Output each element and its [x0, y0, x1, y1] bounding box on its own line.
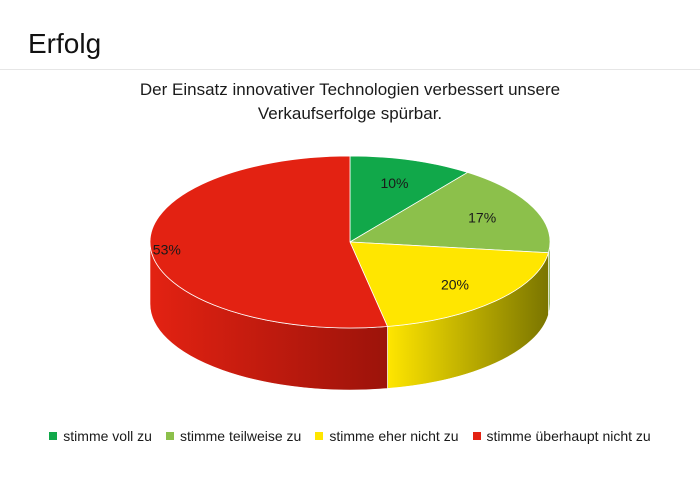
legend-swatch: [315, 432, 324, 440]
data-label-0: 10%: [380, 175, 408, 191]
legend-swatch: [165, 432, 174, 440]
chart-title: Der Einsatz innovativer Technologien ver…: [100, 78, 600, 126]
legend-swatch: [472, 432, 481, 440]
legend-item-stimme-eher-nicht-zu: stimme eher nicht zu: [315, 428, 459, 444]
chart-title-line-2: Verkaufserfolge spürbar.: [257, 104, 443, 123]
legend-label: stimme teilweise zu: [179, 428, 302, 444]
pie-labels: 10% 17% 20% 53%: [153, 175, 496, 292]
data-label-3: 53%: [153, 241, 181, 257]
page-title: Erfolg: [28, 28, 102, 59]
legend-item-stimme-ueberhaupt-nicht-zu: stimme überhaupt nicht zu: [472, 428, 651, 444]
data-label-2: 20%: [441, 276, 469, 292]
legend-swatch: [49, 432, 58, 440]
legend: stimme voll zu stimme teilweise zu stimm…: [0, 428, 700, 444]
title-divider: [0, 69, 700, 70]
pie-slice-0: [349, 155, 469, 243]
pie-slice-3: [149, 155, 389, 329]
pie-slices: [149, 155, 551, 329]
legend-item-stimme-teilweise-zu: stimme teilweise zu: [165, 428, 302, 444]
pie-slice-2: [349, 241, 549, 327]
legend-label: stimme eher nicht zu: [329, 428, 459, 444]
chart-title-line-1: Der Einsatz innovativer Technologien ver…: [139, 80, 561, 99]
pie-slice-1: [348, 171, 551, 254]
legend-label: stimme voll zu: [63, 428, 152, 444]
legend-item-stimme-voll-zu: stimme voll zu: [49, 428, 152, 444]
legend-label: stimme überhaupt nicht zu: [486, 428, 651, 444]
data-label-1: 17%: [468, 209, 496, 225]
